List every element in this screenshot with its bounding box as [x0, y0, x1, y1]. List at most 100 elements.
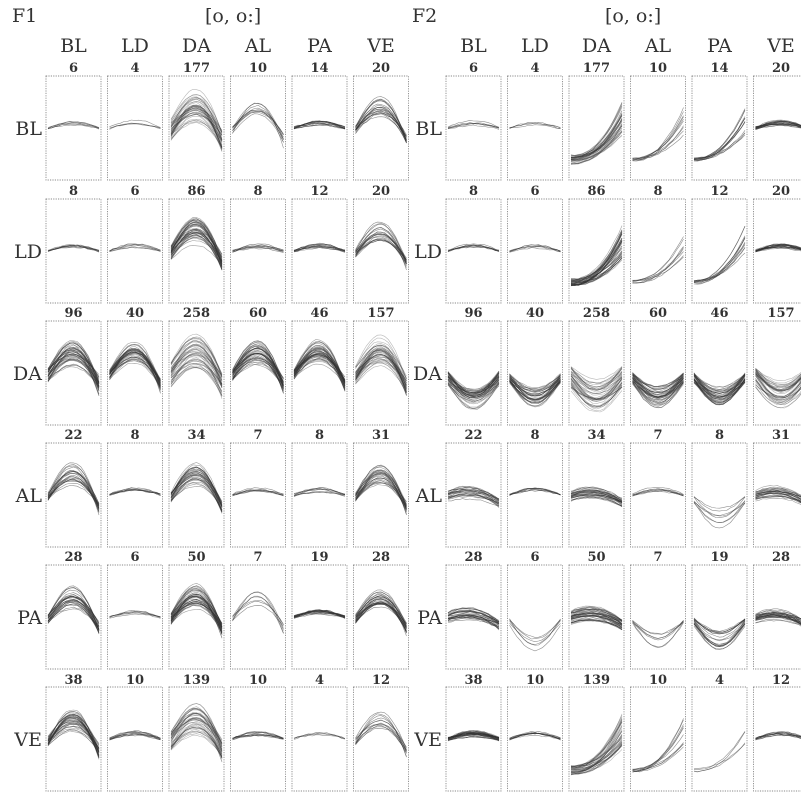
- series-line: [571, 123, 623, 158]
- series-line: [570, 256, 623, 286]
- series-line: [170, 717, 223, 758]
- cell-frame: [630, 198, 686, 304]
- cell-f2-ve-al: [630, 686, 686, 792]
- count-label: 34: [587, 428, 605, 443]
- series-line: [170, 728, 223, 758]
- cell-f1-al-bl: [45, 442, 102, 548]
- series-line: [570, 372, 623, 390]
- series-line: [570, 386, 623, 399]
- count-label: 22: [464, 428, 482, 443]
- series-line: [232, 346, 284, 386]
- series-line: [355, 724, 407, 752]
- series-line: [632, 379, 684, 400]
- series-line: [47, 711, 100, 754]
- series-line: [47, 123, 100, 130]
- series-line: [570, 229, 623, 282]
- cell-f2-da-pa: [691, 320, 748, 426]
- series-line: [693, 373, 746, 388]
- series-line: [109, 348, 161, 388]
- series-line: [632, 381, 684, 406]
- series-line: [570, 605, 623, 621]
- count-label: 10: [649, 673, 667, 688]
- cell-frame: [691, 198, 748, 304]
- series-line: [570, 615, 623, 625]
- series-line: [355, 350, 407, 393]
- series-line: [570, 251, 623, 282]
- series-line: [170, 474, 223, 502]
- series-line: [447, 735, 500, 742]
- series-line: [232, 360, 284, 382]
- count-label: 96: [64, 306, 82, 321]
- count-label: 19: [710, 550, 728, 565]
- series-line: [509, 382, 561, 403]
- series-line: [355, 473, 407, 510]
- series-line: [170, 590, 223, 626]
- series-line: [109, 362, 161, 387]
- cell-f1-al-da: [168, 442, 225, 548]
- series-line: [447, 488, 500, 501]
- series-line: [570, 104, 623, 159]
- series-line: [570, 741, 623, 771]
- series-line: [509, 375, 561, 401]
- series-line: [570, 382, 623, 408]
- series-line: [355, 470, 407, 507]
- series-line: [170, 708, 223, 744]
- series-line: [755, 380, 801, 401]
- series-line: [755, 373, 801, 387]
- series-line: [293, 487, 346, 496]
- series-line: [355, 472, 407, 514]
- series-line: [755, 490, 801, 498]
- series-line: [447, 372, 500, 397]
- series-line: [170, 360, 223, 386]
- series-line: [755, 379, 801, 403]
- series-line: [693, 625, 746, 650]
- series-line: [109, 344, 161, 389]
- series-line: [570, 607, 623, 622]
- cell-frame: [45, 320, 102, 426]
- series-line: [170, 354, 223, 376]
- series-line: [570, 611, 623, 626]
- series-line: [570, 749, 623, 775]
- series-line: [632, 377, 684, 405]
- series-line: [447, 731, 500, 740]
- series-line: [632, 377, 684, 393]
- series-line: [109, 354, 161, 384]
- series-line: [570, 725, 623, 769]
- series-line: [47, 717, 100, 753]
- series-line: [47, 464, 100, 510]
- series-line: [632, 373, 684, 391]
- series-line: [293, 354, 346, 383]
- series-line: [232, 246, 284, 252]
- series-line: [447, 380, 500, 408]
- series-line: [170, 225, 223, 262]
- series-line: [170, 731, 223, 759]
- series-line: [232, 244, 284, 252]
- cell-f2-bl-bl: [445, 75, 502, 181]
- series-line: [355, 478, 407, 511]
- series-line: [293, 357, 346, 383]
- series-line: [170, 104, 223, 149]
- series-line: [232, 350, 284, 394]
- series-line: [170, 587, 223, 627]
- series-line: [47, 351, 100, 396]
- series-line: [447, 375, 500, 396]
- series-line: [47, 364, 100, 386]
- series-line: [47, 120, 100, 128]
- series-line: [170, 113, 223, 150]
- series-line: [47, 358, 100, 389]
- series-line: [570, 115, 623, 158]
- series-line: [570, 615, 623, 625]
- cell-frame: [230, 442, 286, 548]
- series-line: [47, 716, 100, 756]
- series-line: [509, 380, 561, 404]
- series-line: [570, 112, 623, 164]
- series-line: [755, 372, 801, 391]
- series-line: [755, 372, 801, 399]
- series-line: [509, 377, 561, 390]
- series-line: [170, 720, 223, 750]
- series-line: [570, 744, 623, 773]
- series-line: [755, 495, 801, 502]
- series-line: [755, 490, 801, 498]
- series-line: [570, 230, 623, 283]
- series-line: [170, 348, 223, 389]
